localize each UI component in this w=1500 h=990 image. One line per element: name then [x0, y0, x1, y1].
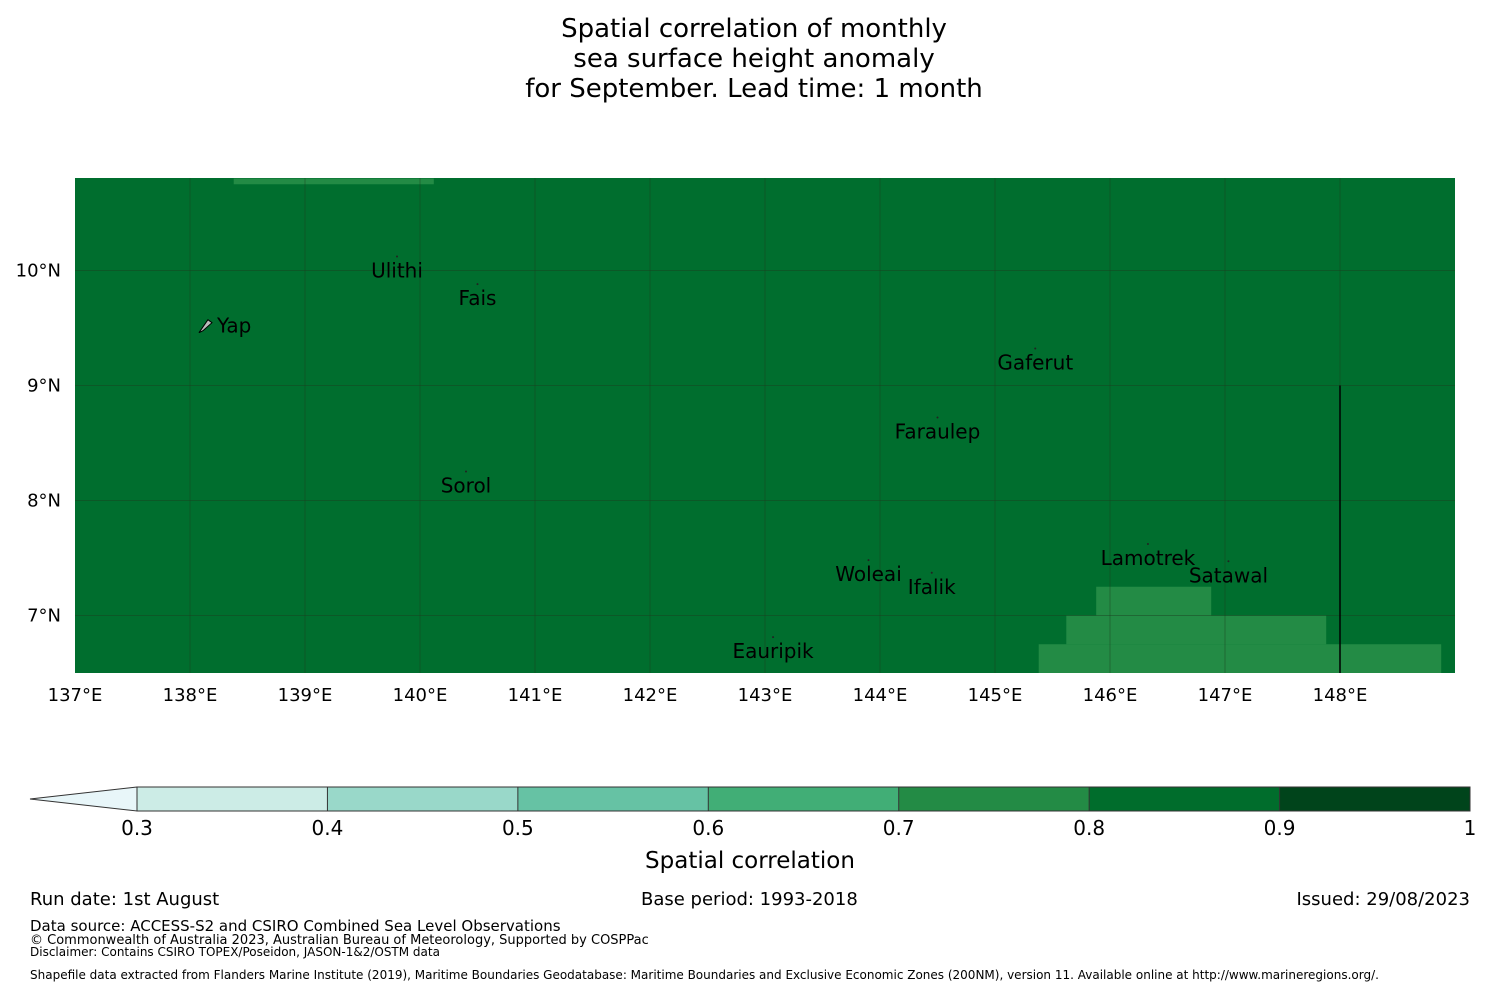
lon-tick-label: 144°E: [853, 685, 908, 706]
colorbar-segment: [898, 787, 1090, 811]
colorbar-tick-label: 0.4: [312, 816, 344, 840]
lon-tick-label: 145°E: [968, 685, 1023, 706]
lon-tick-label: 143°E: [738, 685, 793, 706]
base-period: Base period: 1993-2018: [641, 889, 858, 910]
island-label: Satawal: [1189, 563, 1268, 587]
island-dot: [1146, 543, 1149, 545]
island-dot: [936, 416, 939, 419]
colorbar-under-arrow: [29, 786, 138, 812]
island-label: Woleai: [835, 562, 902, 586]
colorbar-tick-label: 1: [1464, 816, 1477, 840]
island-shape: [198, 318, 213, 334]
island-label: Lamotrek: [1101, 546, 1196, 570]
lon-tick-label: 140°E: [393, 685, 448, 706]
run-date: Run date: 1st August: [30, 889, 220, 910]
island-label: Ifalik: [908, 575, 956, 599]
lon-tick-label: 147°E: [1198, 685, 1253, 706]
lon-tick-label: 141°E: [508, 685, 563, 706]
island-label: Faraulep: [895, 420, 981, 444]
lat-tick-label: 8°N: [27, 491, 61, 512]
colorbar-segment: [1089, 787, 1280, 811]
correlation-cell: [1066, 615, 1327, 645]
issued-date: Issued: 29/08/2023: [1296, 889, 1470, 910]
disclaimer: Disclaimer: Contains CSIRO TOPEX/Poseido…: [30, 945, 440, 959]
correlation-cell: [233, 178, 434, 185]
colorbar-segment: [517, 787, 709, 811]
colorbar-label: Spatial correlation: [645, 848, 855, 874]
map-title: Spatial correlation of monthly sea surfa…: [0, 14, 1500, 104]
island-dot: [1034, 347, 1037, 350]
shapefile-credit: Shapefile data extracted from Flanders M…: [30, 968, 1379, 982]
correlation-cell: [1096, 586, 1212, 616]
copyright: © Commonwealth of Australia 2023, Austra…: [30, 933, 649, 948]
correlation-cell: [1038, 644, 1442, 673]
island-dot: [1227, 560, 1230, 563]
correlation-field: [75, 178, 1455, 673]
island-label: Gaferut: [997, 351, 1073, 375]
colorbar-tick-label: 0.9: [1264, 816, 1296, 840]
lon-tick-label: 137°E: [48, 685, 103, 706]
colorbar-tick-label: 0.8: [1073, 816, 1105, 840]
island-dot: [867, 559, 870, 562]
island-label: Eauripik: [732, 639, 814, 663]
map-panel: 137°E 138°E 139°E 140°E 141°E 142°E 143°E 144°E…: [16, 178, 1455, 706]
colorbar-tick-label: 0.3: [121, 816, 153, 840]
lat-tick-label: 9°N: [27, 376, 61, 397]
island-label: Ulithi: [371, 259, 423, 283]
title-line-3: for September. Lead time: 1 month: [525, 74, 983, 104]
lat-tick-label: 7°N: [27, 606, 61, 627]
colorbar-frame: [136, 786, 1471, 812]
lat-tick-label: 10°N: [16, 261, 61, 282]
title-line-2: sea surface height anomaly: [573, 44, 935, 74]
lon-tick-label: 146°E: [1083, 685, 1138, 706]
island-dot: [476, 283, 479, 286]
island-dot: [772, 636, 775, 639]
island-label: Fais: [459, 286, 497, 310]
island-dot: [396, 255, 398, 258]
colorbar-segment: [1279, 787, 1470, 811]
lon-tick-label: 138°E: [163, 685, 218, 706]
lon-tick-label: 142°E: [623, 685, 678, 706]
island-label: Yap: [216, 314, 251, 338]
colorbar-tick-label: 0.7: [883, 816, 915, 840]
island-dot: [465, 470, 467, 473]
island-dot: [930, 571, 933, 574]
colorbar-segment: [137, 787, 328, 811]
title-line-1: Spatial correlation of monthly: [561, 14, 947, 44]
lon-tick-label: 148°E: [1313, 685, 1368, 706]
colorbar-segment: [327, 787, 518, 811]
colorbar: 0.3 0.4 0.5 0.6 0.7 0.8 0.9 1 Spatial correlatio…: [29, 786, 1477, 874]
colorbar-tick-label: 0.5: [502, 816, 534, 840]
lon-tick-label: 139°E: [278, 685, 333, 706]
island-label: Sorol: [441, 474, 492, 498]
colorbar-tick-label: 0.6: [692, 816, 724, 840]
colorbar-segment: [708, 787, 899, 811]
data-source: Data source: ACCESS-S2 and CSIRO Combine…: [30, 917, 561, 935]
